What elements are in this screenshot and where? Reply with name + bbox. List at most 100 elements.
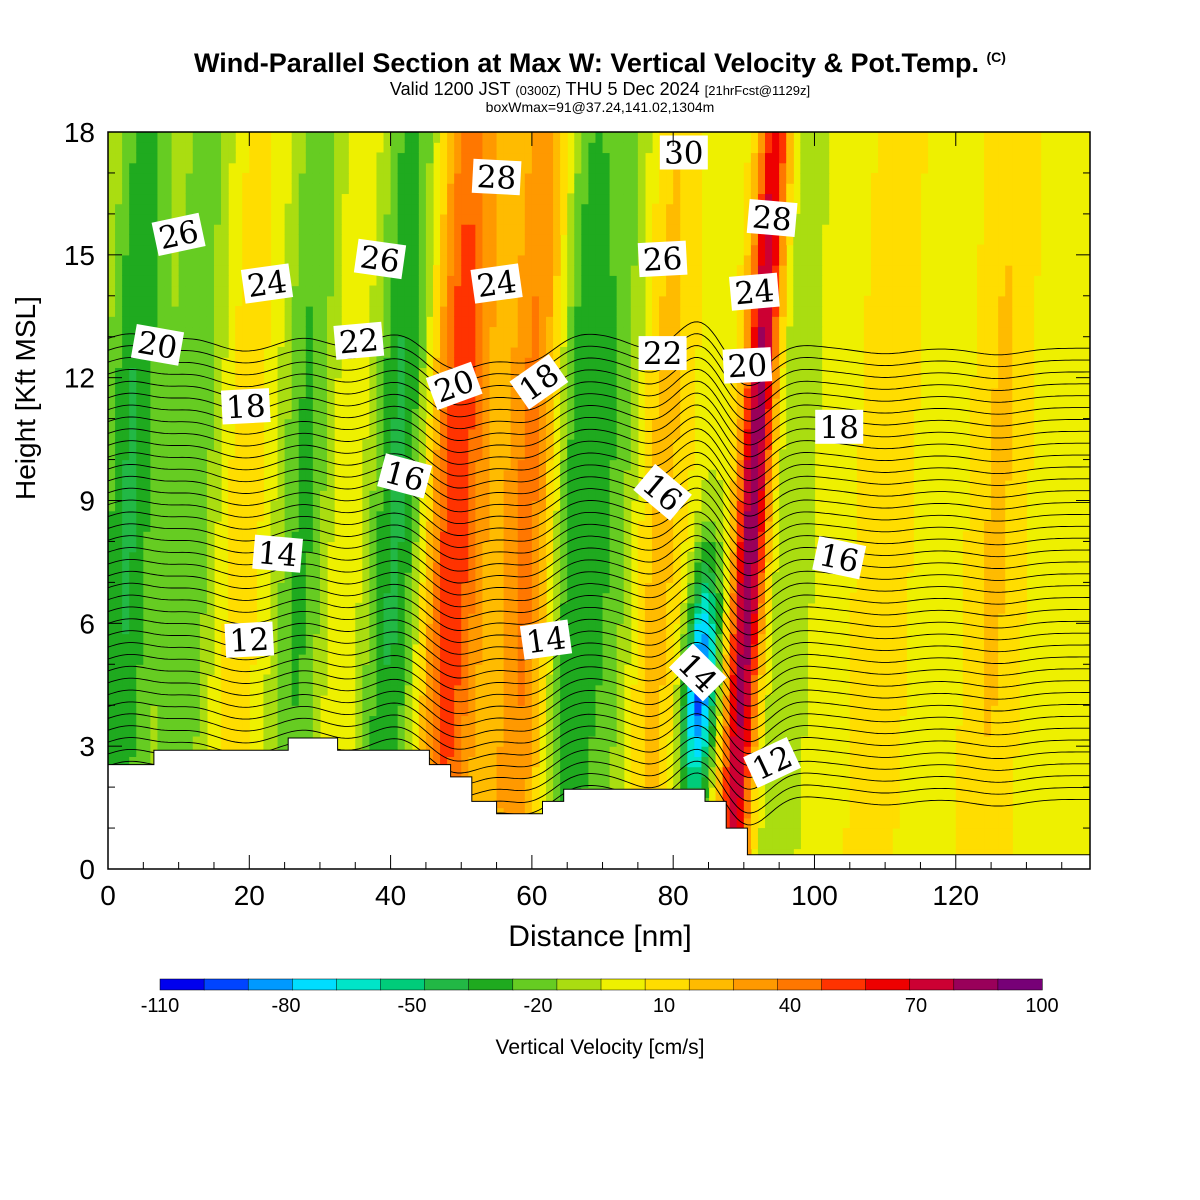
velocity-cell (199, 132, 208, 143)
velocity-cell (517, 346, 526, 358)
velocity-cell (673, 316, 681, 328)
velocity-cell (602, 459, 611, 471)
velocity-cell (284, 705, 293, 717)
velocity-cell (334, 306, 342, 317)
velocity-cell (206, 213, 215, 225)
velocity-cell (129, 224, 137, 235)
velocity-cell (136, 275, 144, 287)
velocity-cell (489, 490, 498, 502)
velocity-cell (440, 244, 448, 256)
velocity-cell (503, 705, 512, 717)
velocity-cell (447, 684, 455, 696)
velocity-cell (411, 213, 420, 225)
velocity-cell (595, 551, 604, 563)
velocity-cell (602, 285, 611, 297)
velocity-cell (581, 193, 590, 205)
velocity-cell (122, 357, 130, 369)
velocity-cell (284, 306, 293, 317)
velocity-cell (489, 643, 498, 655)
velocity-cell (553, 664, 561, 676)
velocity-cell (185, 408, 194, 420)
velocity-cell (666, 367, 674, 379)
velocity-cell (637, 306, 646, 317)
velocity-cell (609, 725, 618, 737)
velocity-cell (334, 193, 342, 205)
velocity-cell (553, 203, 561, 215)
velocity-cell (122, 203, 130, 215)
velocity-cell (503, 715, 512, 727)
velocity-cell (454, 541, 462, 553)
velocity-cell (305, 326, 314, 338)
velocity-cell (411, 357, 420, 369)
velocity-cell (489, 387, 498, 399)
velocity-cell (602, 408, 611, 420)
velocity-cell (574, 193, 582, 205)
velocity-cell (637, 234, 646, 246)
velocity-cell (192, 285, 201, 297)
velocity-cell (418, 428, 427, 440)
velocity-cell (122, 531, 130, 543)
velocity-cell (531, 572, 540, 583)
velocity-cell (298, 398, 307, 409)
velocity-cell (602, 613, 611, 624)
velocity-cell (242, 346, 250, 358)
velocity-cell (468, 582, 476, 594)
velocity-cell (277, 531, 286, 543)
velocity-cell (334, 254, 342, 266)
velocity-cell (425, 428, 434, 440)
velocity-cell (143, 357, 151, 369)
velocity-cell (574, 694, 582, 706)
velocity-cell (432, 602, 441, 614)
velocity-cell (581, 541, 590, 553)
velocity-cell (122, 398, 130, 409)
velocity-cell (305, 142, 314, 154)
velocity-cell (588, 132, 597, 143)
velocity-cell (588, 643, 597, 655)
velocity-cell (171, 377, 180, 389)
velocity-cell (115, 684, 123, 696)
velocity-cell (235, 459, 243, 471)
velocity-cell (468, 469, 476, 481)
velocity-cell (503, 725, 512, 737)
velocity-cell (199, 510, 208, 522)
velocity-cell (298, 152, 307, 164)
velocity-cell (390, 715, 399, 727)
velocity-cell (108, 623, 116, 635)
velocity-cell (178, 725, 187, 737)
velocity-cell (221, 162, 229, 174)
velocity-cell (115, 234, 123, 246)
velocity-cell (249, 377, 257, 389)
velocity-cell (376, 183, 385, 195)
velocity-cell (383, 224, 392, 235)
velocity-cell (334, 357, 342, 369)
velocity-cell (510, 326, 519, 338)
velocity-cell (178, 254, 187, 266)
velocity-cell (108, 674, 116, 686)
velocity-cell (319, 572, 328, 583)
velocity-cell (574, 684, 582, 696)
velocity-cell (199, 623, 208, 635)
velocity-cell (454, 654, 462, 665)
velocity-cell (432, 326, 441, 338)
velocity-cell (185, 572, 194, 583)
velocity-cell (673, 572, 681, 583)
velocity-cell (482, 377, 491, 389)
velocity-cell (468, 459, 476, 471)
velocity-cell (588, 664, 597, 676)
velocity-cell (115, 613, 123, 624)
velocity-cell (567, 694, 575, 706)
velocity-cell (510, 541, 519, 553)
velocity-cell (454, 746, 462, 758)
velocity-cell (206, 254, 215, 266)
velocity-cell (425, 592, 434, 604)
velocity-cell (291, 480, 300, 491)
velocity-cell (298, 326, 307, 338)
velocity-cell (298, 193, 307, 205)
velocity-cell (496, 490, 505, 502)
velocity-cell (228, 694, 236, 706)
velocity-cell (242, 234, 250, 246)
velocity-cell (560, 387, 568, 399)
velocity-cell (609, 582, 618, 594)
velocity-cell (143, 572, 151, 583)
velocity-cell (143, 418, 151, 430)
